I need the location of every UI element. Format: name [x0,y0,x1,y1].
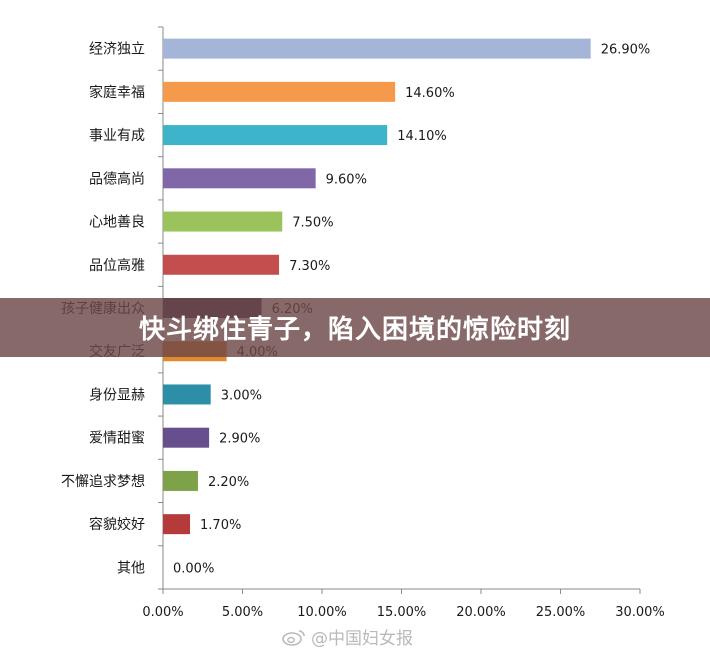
bar [163,81,396,102]
category-label: 其他 [117,560,145,576]
category-label: 爱情甜蜜 [89,431,145,447]
category-label: 不懈追求梦想 [61,473,145,490]
x-tick-label: 15.00% [377,605,427,620]
category-label: 事业有成 [89,128,145,144]
category-label: 品位高雅 [89,257,145,274]
bar [163,38,591,59]
value-label: 3.00% [221,388,262,403]
bar [163,427,210,448]
value-label: 26.90% [601,43,651,58]
weibo-icon [282,629,305,646]
bar [163,470,198,491]
category-label: 家庭幸福 [89,84,145,101]
bar [163,211,283,232]
bar [163,514,191,535]
value-label: 7.50% [292,216,333,231]
value-label: 1.70% [200,518,241,533]
value-label: 9.60% [326,172,367,187]
value-label: 7.30% [289,259,330,274]
value-label: 14.10% [397,129,447,144]
x-tick-label: 25.00% [536,605,586,620]
x-tick-label: 10.00% [297,605,347,620]
watermark-text: @中国妇女报 [311,629,413,649]
x-tick-label: 5.00% [222,605,263,620]
bar [163,254,280,275]
watermark: @中国妇女报 [282,624,413,649]
bar [163,125,388,146]
category-label: 身份显赫 [89,387,145,403]
x-tick-label: 0.00% [142,605,183,620]
bar [163,384,211,405]
x-tick-label: 20.00% [456,605,506,620]
banner-text: 快斗绑住青子，陷入困境的惊险时刻 [138,315,571,345]
category-label: 容貌姣好 [89,516,145,533]
value-label: 2.90% [219,432,260,447]
category-label: 品德高尚 [89,170,145,187]
category-label: 心地善良 [89,215,145,231]
bar [163,168,316,189]
value-label: 0.00% [173,561,214,576]
x-tick-label: 30.00% [615,605,665,620]
category-label: 经济独立 [89,42,145,58]
title-banner: 快斗绑住青子，陷入困境的惊险时刻 [0,298,710,357]
value-label: 14.60% [405,86,455,101]
value-label: 2.20% [208,475,249,490]
